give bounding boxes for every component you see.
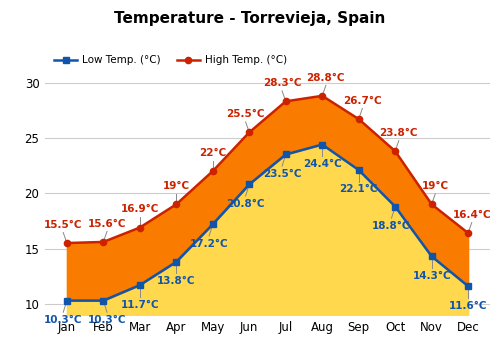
Text: 10.3°C: 10.3°C: [88, 315, 126, 325]
Text: 28.3°C: 28.3°C: [263, 78, 302, 88]
Line: High Temp. (°C): High Temp. (°C): [64, 93, 471, 246]
Legend: Low Temp. (°C), High Temp. (°C): Low Temp. (°C), High Temp. (°C): [50, 51, 291, 70]
Low Temp. (°C): [64, 299, 70, 303]
Low Temp. (°C): [210, 222, 216, 226]
Low Temp. (°C): [465, 284, 471, 288]
Text: 11.6°C: 11.6°C: [449, 301, 488, 310]
High Temp. (°C): [246, 130, 252, 134]
High Temp. (°C): [100, 240, 106, 244]
Low Temp. (°C): [319, 142, 325, 147]
Text: 17.2°C: 17.2°C: [190, 239, 228, 248]
Text: 24.4°C: 24.4°C: [303, 159, 342, 169]
Text: 15.5°C: 15.5°C: [44, 220, 82, 230]
Text: 16.4°C: 16.4°C: [452, 210, 491, 220]
Text: 22°C: 22°C: [199, 148, 226, 158]
Low Temp. (°C): [246, 182, 252, 187]
Text: 18.8°C: 18.8°C: [372, 221, 411, 231]
Low Temp. (°C): [392, 204, 398, 209]
High Temp. (°C): [356, 117, 362, 121]
High Temp. (°C): [319, 94, 325, 98]
Low Temp. (°C): [137, 283, 143, 287]
High Temp. (°C): [210, 169, 216, 173]
Text: 19°C: 19°C: [422, 181, 449, 191]
Text: 19°C: 19°C: [162, 181, 190, 191]
High Temp. (°C): [428, 202, 434, 206]
High Temp. (°C): [465, 231, 471, 235]
Low Temp. (°C): [356, 168, 362, 172]
Text: 23.5°C: 23.5°C: [263, 169, 302, 179]
Text: 28.8°C: 28.8°C: [306, 72, 345, 83]
Text: 14.3°C: 14.3°C: [412, 271, 451, 281]
Text: 26.7°C: 26.7°C: [343, 96, 382, 106]
Text: Temperature - Torrevieja, Spain: Temperature - Torrevieja, Spain: [114, 10, 386, 26]
Low Temp. (°C): [174, 260, 180, 264]
Text: 20.8°C: 20.8°C: [226, 199, 265, 209]
Text: 22.1°C: 22.1°C: [340, 184, 378, 194]
Text: 11.7°C: 11.7°C: [120, 300, 159, 309]
Text: 15.6°C: 15.6°C: [88, 219, 126, 229]
High Temp. (°C): [174, 202, 180, 206]
High Temp. (°C): [64, 241, 70, 245]
Low Temp. (°C): [282, 152, 288, 156]
Low Temp. (°C): [100, 299, 106, 303]
Line: Low Temp. (°C): Low Temp. (°C): [64, 141, 471, 304]
Text: 10.3°C: 10.3°C: [44, 315, 82, 325]
Text: 23.8°C: 23.8°C: [380, 128, 418, 138]
Text: 16.9°C: 16.9°C: [120, 204, 159, 214]
High Temp. (°C): [392, 149, 398, 153]
High Temp. (°C): [282, 99, 288, 104]
Low Temp. (°C): [428, 254, 434, 258]
High Temp. (°C): [137, 225, 143, 230]
Text: 25.5°C: 25.5°C: [226, 109, 265, 119]
Text: 13.8°C: 13.8°C: [157, 276, 196, 286]
